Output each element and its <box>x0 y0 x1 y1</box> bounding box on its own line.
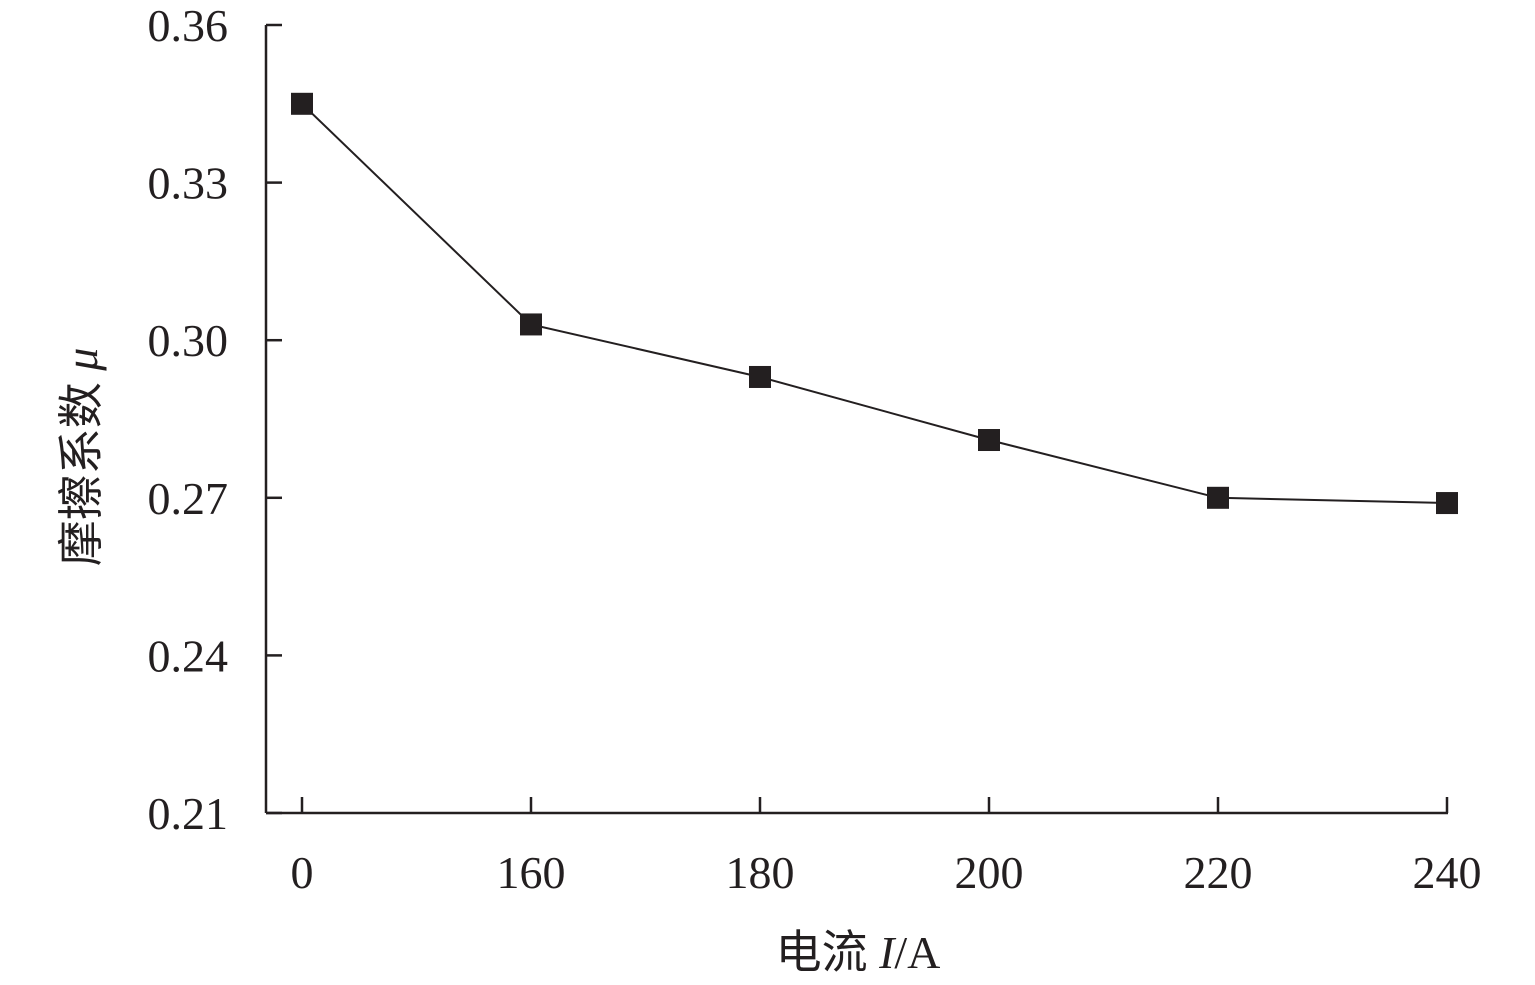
series-line <box>301 103 1448 505</box>
x-axis-title-var: I <box>878 927 897 978</box>
data-point-marker <box>1436 492 1458 515</box>
y-tick-label: 0.24 <box>148 630 229 681</box>
series <box>291 92 1458 515</box>
x-axis-title-unit: /A <box>894 927 940 978</box>
y-axis-title: 摩擦系数 μ <box>56 348 107 567</box>
data-point-marker <box>520 313 542 336</box>
y-axis-title-prefix: 摩擦系数 <box>56 371 107 567</box>
y-tick-label: 0.33 <box>148 158 229 209</box>
y-ticks: 0.21 0.24 0.27 0.30 0.33 0.36 <box>148 0 282 839</box>
x-axis-title: 电流 I/A <box>776 927 941 978</box>
x-tick-label: 160 <box>497 847 566 898</box>
y-tick-label: 0.27 <box>148 473 229 524</box>
y-axis-title-var: μ <box>56 348 107 372</box>
y-tick-label: 0.30 <box>148 315 229 366</box>
y-tick-label: 0.36 <box>148 0 229 51</box>
x-tick-label: 240 <box>1413 847 1482 898</box>
data-point-marker <box>978 429 1000 452</box>
axes <box>264 25 1448 815</box>
x-tick-label: 0 <box>291 847 314 898</box>
data-point-marker <box>291 92 313 115</box>
x-tick-label: 180 <box>726 847 795 898</box>
x-tick-label: 200 <box>955 847 1024 898</box>
x-ticks: 0 160 180 200 220 240 <box>291 797 1482 898</box>
y-tick-label: 0.21 <box>148 788 229 839</box>
data-point-marker <box>749 365 771 388</box>
x-axis-title-prefix: 电流 <box>776 927 880 978</box>
x-tick-label: 220 <box>1184 847 1253 898</box>
data-point-marker <box>1207 486 1229 509</box>
